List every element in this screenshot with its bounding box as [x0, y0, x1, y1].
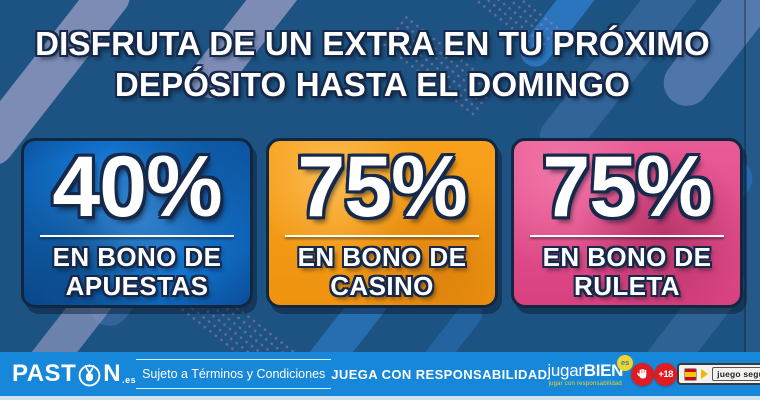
headline: DISFRUTA DE UN EXTRA EN TU PRÓXIMO DEPÓS…: [0, 24, 745, 105]
responsibility-label: JUEGA CON RESPONSABILIDAD: [331, 366, 548, 382]
age-18-badge[interactable]: +18: [654, 362, 678, 386]
terms-link[interactable]: Sujeto a Términos y Condiciones: [136, 359, 332, 389]
apuestas-label: EN BONO DE APUESTAS: [52, 242, 222, 301]
card-bono-casino[interactable]: 75% EN BONO DE CASINO: [266, 138, 498, 308]
headline-line-2: DEPÓSITO HASTA EL DOMINGO: [114, 65, 631, 103]
crossed-fingers-icon: [77, 362, 102, 387]
bottom-strip: [0, 396, 760, 400]
spain-flag-icon: [684, 367, 698, 381]
jugarbien-logo[interactable]: jugarBIEN es jugar con responsabilidad: [547, 354, 634, 387]
apuestas-percent: 40%: [52, 139, 222, 236]
card-bono-ruleta[interactable]: 75% EN BONO DE RULETA: [511, 138, 743, 308]
arrow-right-icon: [701, 369, 709, 379]
age-18-label: +18: [658, 368, 673, 380]
footer-bar: PAST N .es Sujeto a Términos y Condicion…: [0, 352, 760, 396]
right-edge-seam: [744, 0, 760, 352]
paston-logo[interactable]: PAST N .es: [12, 360, 136, 388]
card-divider: [284, 235, 480, 238]
stop-hand-icon: [636, 368, 646, 379]
card-bono-apuestas[interactable]: 40% EN BONO DE APUESTAS: [21, 138, 253, 308]
brand-suffix: N: [103, 360, 122, 387]
jugarbien-es-badge: es: [617, 354, 634, 371]
jugarbien-word2: BIEN: [583, 360, 624, 380]
card-divider: [529, 235, 725, 238]
ruleta-percent: 75%: [542, 139, 712, 236]
juego-seguro-badge[interactable]: juego seguro: [677, 363, 760, 385]
brand-tld: .es: [122, 375, 137, 385]
card-divider: [39, 235, 235, 238]
casino-percent: 75%: [297, 139, 467, 236]
juego-seguro-label: juego seguro: [712, 367, 760, 381]
brand-prefix: PAST: [12, 360, 77, 387]
casino-label: EN BONO DE CASINO: [297, 242, 467, 301]
self-exclusion-badge[interactable]: [631, 362, 655, 386]
jugarbien-word1: jugar: [547, 360, 584, 380]
jugarbien-tagline: jugar con responsabilidad: [548, 380, 622, 387]
headline-line-1: DISFRUTA DE UN EXTRA EN TU PRÓXIMO: [35, 25, 710, 62]
ruleta-label: EN BONO DE RULETA: [542, 242, 712, 301]
bonus-cards-row: 40% EN BONO DE APUESTAS 75% EN BONO DE C…: [21, 138, 743, 308]
